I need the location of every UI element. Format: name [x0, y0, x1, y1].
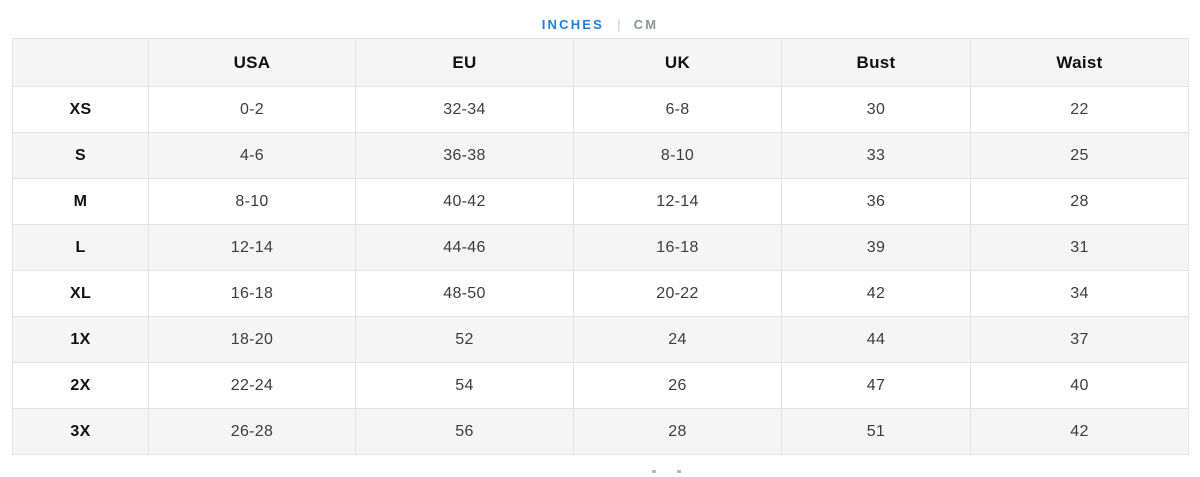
row-size-label: XS	[12, 86, 149, 133]
column-header-uk: UK	[573, 38, 782, 87]
table-row-xl: XL 16-18 48-50 20-22 42 34	[12, 270, 1189, 317]
unit-toggle-cm[interactable]: CM	[633, 16, 659, 32]
cell-usa: 4-6	[148, 132, 356, 179]
cell-waist: 31	[970, 224, 1189, 271]
row-size-label: L	[12, 224, 149, 271]
cell-waist: 42	[970, 408, 1189, 455]
cell-usa: 16-18	[148, 270, 356, 317]
row-size-label: 2X	[12, 362, 149, 409]
cell-usa: 26-28	[148, 408, 356, 455]
size-chart-table: USA EU UK Bust Waist XS 0-2 32-34 6-8 30…	[12, 38, 1189, 455]
cell-bust: 42	[781, 270, 971, 317]
cell-bust: 51	[781, 408, 971, 455]
cell-usa: 0-2	[148, 86, 356, 133]
cell-uk: 24	[573, 316, 782, 363]
unit-toggle-inches[interactable]: INCHES	[541, 16, 605, 32]
cell-uk: 16-18	[573, 224, 782, 271]
clipped-text-fragment	[652, 470, 681, 473]
cell-bust: 36	[781, 178, 971, 225]
cell-waist: 28	[970, 178, 1189, 225]
cell-eu: 48-50	[355, 270, 574, 317]
table-row-1x: 1X 18-20 52 24 44 37	[12, 316, 1189, 363]
cell-eu: 54	[355, 362, 574, 409]
table-row-3x: 3X 26-28 56 28 51 42	[12, 408, 1189, 455]
cell-usa: 18-20	[148, 316, 356, 363]
row-size-label: XL	[12, 270, 149, 317]
cell-eu: 40-42	[355, 178, 574, 225]
row-size-label: 3X	[12, 408, 149, 455]
table-header-row: USA EU UK Bust Waist	[12, 38, 1189, 87]
cell-eu: 36-38	[355, 132, 574, 179]
cell-bust: 33	[781, 132, 971, 179]
cell-waist: 25	[970, 132, 1189, 179]
cell-bust: 47	[781, 362, 971, 409]
cell-bust: 39	[781, 224, 971, 271]
cell-waist: 40	[970, 362, 1189, 409]
cell-eu: 56	[355, 408, 574, 455]
table-row-l: L 12-14 44-46 16-18 39 31	[12, 224, 1189, 271]
cell-eu: 32-34	[355, 86, 574, 133]
row-size-label: M	[12, 178, 149, 225]
cell-eu: 44-46	[355, 224, 574, 271]
column-header-eu: EU	[355, 38, 574, 87]
cell-waist: 37	[970, 316, 1189, 363]
unit-toggle: INCHES | CM	[0, 0, 1200, 33]
cell-uk: 20-22	[573, 270, 782, 317]
cell-uk: 26	[573, 362, 782, 409]
column-header-size	[12, 38, 149, 87]
column-header-waist: Waist	[970, 38, 1189, 87]
column-header-bust: Bust	[781, 38, 971, 87]
cell-waist: 34	[970, 270, 1189, 317]
cell-eu: 52	[355, 316, 574, 363]
cell-usa: 12-14	[148, 224, 356, 271]
table-row-m: M 8-10 40-42 12-14 36 28	[12, 178, 1189, 225]
cell-uk: 12-14	[573, 178, 782, 225]
row-size-label: S	[12, 132, 149, 179]
cell-uk: 8-10	[573, 132, 782, 179]
cell-uk: 6-8	[573, 86, 782, 133]
cell-waist: 22	[970, 86, 1189, 133]
table-row-2x: 2X 22-24 54 26 47 40	[12, 362, 1189, 409]
table-row-s: S 4-6 36-38 8-10 33 25	[12, 132, 1189, 179]
row-size-label: 1X	[12, 316, 149, 363]
table-row-xs: XS 0-2 32-34 6-8 30 22	[12, 86, 1189, 133]
cell-uk: 28	[573, 408, 782, 455]
cell-bust: 44	[781, 316, 971, 363]
column-header-usa: USA	[148, 38, 356, 87]
unit-toggle-separator: |	[617, 16, 621, 32]
cell-bust: 30	[781, 86, 971, 133]
cell-usa: 8-10	[148, 178, 356, 225]
cell-usa: 22-24	[148, 362, 356, 409]
